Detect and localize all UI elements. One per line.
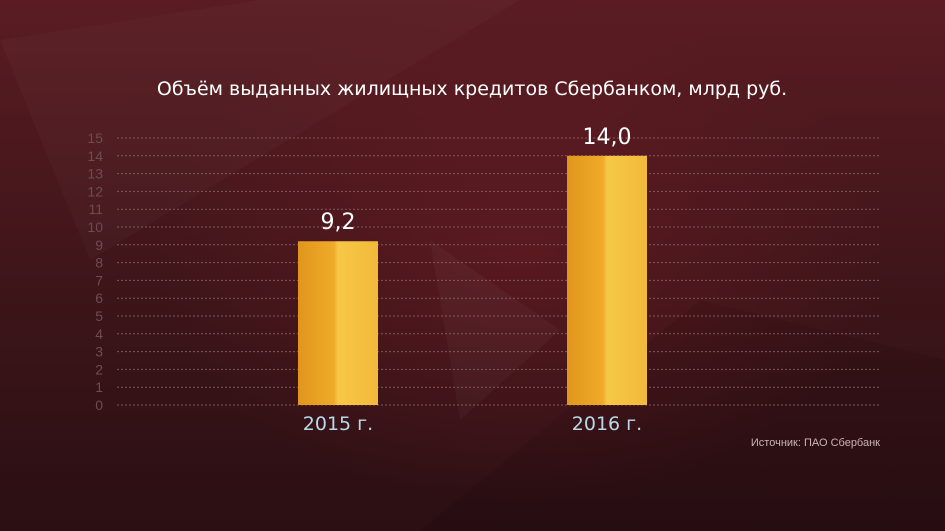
bar <box>298 241 378 405</box>
bars <box>298 155 647 405</box>
gridlines <box>117 137 880 406</box>
data-labels: 9,2 14,0 <box>321 125 632 235</box>
y-tick-label: 15 <box>87 130 103 146</box>
y-tick-label: 13 <box>87 166 103 182</box>
y-tick-label: 12 <box>87 183 103 199</box>
category-label: 2016 г. <box>572 413 642 435</box>
y-tick-label: 2 <box>95 361 103 377</box>
bar <box>567 155 647 405</box>
category-labels: 2015 г. 2016 г. <box>303 413 642 435</box>
y-tick-label: 10 <box>87 219 103 235</box>
y-tick-label: 8 <box>95 255 103 271</box>
data-label: 14,0 <box>583 125 632 150</box>
chart-title: Объём выданных жилищных кредитов Сбербан… <box>157 78 787 100</box>
y-tick-label: 14 <box>87 148 103 164</box>
y-tick-label: 6 <box>95 290 103 306</box>
y-tick-label: 3 <box>95 344 103 360</box>
y-tick-label: 7 <box>95 272 103 288</box>
data-label: 9,2 <box>321 210 356 235</box>
category-label: 2015 г. <box>303 413 373 435</box>
y-tick-label: 4 <box>95 326 103 342</box>
y-tick-label: 5 <box>95 308 103 324</box>
y-tick-label: 11 <box>88 201 103 217</box>
y-tick-label: 9 <box>95 237 103 253</box>
source-note: Источник: ПАО Сбербанк <box>751 437 880 449</box>
y-tick-label: 1 <box>95 379 103 395</box>
y-tick-label: 0 <box>95 397 103 413</box>
